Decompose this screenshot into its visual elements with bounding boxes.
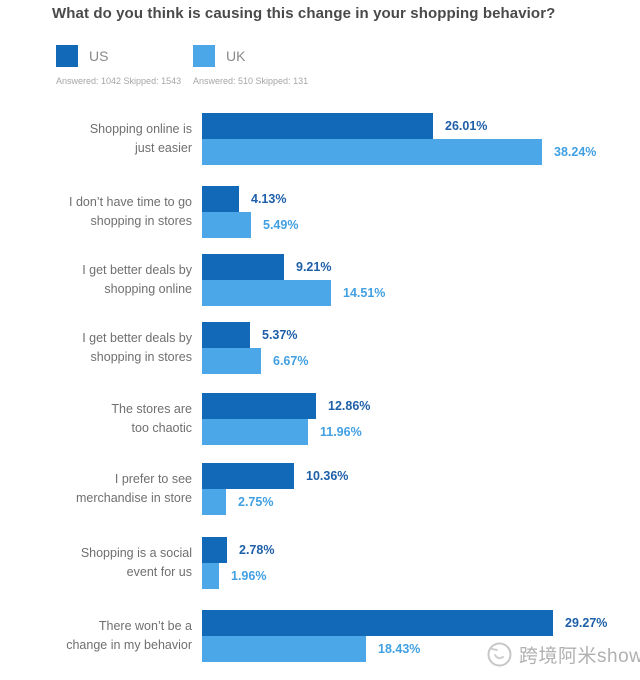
category-label: The stores are too chaotic (111, 402, 192, 435)
bar-us (202, 186, 239, 212)
bar-line-us: 26.01% (202, 113, 596, 139)
legend-answered-us: Answered: 1042 Skipped: 1543 (56, 76, 182, 86)
bar-line-us: 10.36% (202, 463, 348, 489)
value-label-us: 29.27% (565, 616, 608, 630)
category-label: Shopping is a social event for us (80, 546, 192, 579)
category-label: I don’t have time to go shopping in store… (69, 195, 192, 228)
bar-group: 2.78% 1.96% (202, 537, 274, 589)
bar-uk (202, 280, 331, 306)
legend-swatch-us-icon (56, 45, 78, 67)
bar-uk (202, 348, 261, 374)
bar-line-us: 4.13% (202, 186, 298, 212)
legend-swatch-uk-icon (193, 45, 215, 67)
chart-row: I prefer to see merchandise in store 10.36… (0, 463, 640, 515)
bar-group: 26.01% 38.24% (202, 113, 596, 165)
bar-line-uk: 11.96% (202, 419, 370, 445)
category-label: Shopping online is just easier (89, 122, 192, 155)
legend-label-us: US (89, 48, 109, 64)
bar-line-uk: 1.96% (202, 563, 274, 589)
value-label-uk: 5.49% (263, 218, 299, 232)
bar-uk (202, 212, 251, 238)
bar-group: 29.27% 18.43% (202, 610, 607, 662)
value-label-uk: 2.75% (238, 495, 274, 509)
bar-line-uk: 38.24% (202, 139, 596, 165)
value-label-uk: 14.51% (343, 286, 386, 300)
bar-group: 12.86% 11.96% (202, 393, 370, 445)
bar-line-uk: 14.51% (202, 280, 385, 306)
value-label-us: 9.21% (296, 260, 332, 274)
legend-item-us: US Answered: 1042 Skipped: 1543 (56, 45, 181, 86)
bar-line-uk: 5.49% (202, 212, 298, 238)
chart-row: The stores are too chaotic 12.86% 11.96% (0, 393, 640, 445)
value-label-us: 10.36% (306, 469, 349, 483)
bar-us (202, 610, 553, 636)
value-label-us: 2.78% (239, 543, 275, 557)
watermark: 跨境阿米show (486, 641, 640, 668)
chart-row: I get better deals by shopping online 9.21… (0, 254, 640, 306)
bar-line-uk: 18.43% (202, 636, 607, 662)
bar-group: 4.13% 5.49% (202, 186, 298, 238)
bar-us (202, 537, 227, 563)
bar-uk (202, 419, 308, 445)
bar-uk (202, 139, 542, 165)
chart-row: There won’t be a change in my behavior 29.… (0, 610, 640, 662)
bar-group: 9.21% 14.51% (202, 254, 385, 306)
category-label: I get better deals by shopping online (82, 263, 192, 296)
category-label: I get better deals by shopping in stores (82, 331, 192, 364)
legend-item-uk: UK Answered: 510 Skipped: 131 (193, 45, 308, 86)
bar-group: 10.36% 2.75% (202, 463, 348, 515)
watermark-text: 跨境阿米show (519, 646, 640, 667)
chart-title: What do you think is causing this change… (52, 5, 556, 22)
bar-us (202, 393, 316, 419)
legend-label-uk: UK (226, 48, 246, 64)
value-label-uk: 11.96% (320, 425, 362, 439)
value-label-uk: 18.43% (378, 642, 421, 656)
bar-line-uk: 2.75% (202, 489, 348, 515)
value-label-uk: 6.67% (273, 354, 309, 368)
chart-row: Shopping online is just easier 26.01% 38.24… (0, 113, 640, 165)
bar-line-us: 12.86% (202, 393, 370, 419)
bar-us (202, 254, 284, 280)
bar-us (202, 322, 250, 348)
bar-group: 5.37% 6.67% (202, 322, 308, 374)
chart-row: I get better deals by shopping in stores 5… (0, 322, 640, 374)
value-label-us: 5.37% (262, 328, 298, 342)
value-label-uk: 38.24% (554, 145, 597, 159)
chart-row: I don’t have time to go shopping in store… (0, 186, 640, 238)
bar-uk (202, 636, 366, 662)
bar-line-us: 29.27% (202, 610, 607, 636)
legend-answered-uk: Answered: 510 Skipped: 131 (193, 76, 309, 86)
bar-uk (202, 489, 226, 515)
chart-row: Shopping is a social event for us 2.78% 1.9… (0, 537, 640, 589)
category-label: There won’t be a change in my behavior (66, 619, 192, 652)
category-label: I prefer to see merchandise in store (75, 472, 192, 505)
bar-line-us: 5.37% (202, 322, 308, 348)
bar-uk (202, 563, 219, 589)
bar-line-us: 9.21% (202, 254, 385, 280)
bar-us (202, 113, 433, 139)
bar-line-us: 2.78% (202, 537, 274, 563)
value-label-uk: 1.96% (231, 569, 267, 583)
watermark-logo-icon (487, 642, 512, 667)
value-label-us: 4.13% (251, 192, 287, 206)
bar-us (202, 463, 294, 489)
value-label-us: 26.01% (445, 119, 488, 133)
bar-line-uk: 6.67% (202, 348, 308, 374)
value-label-us: 12.86% (328, 399, 371, 413)
